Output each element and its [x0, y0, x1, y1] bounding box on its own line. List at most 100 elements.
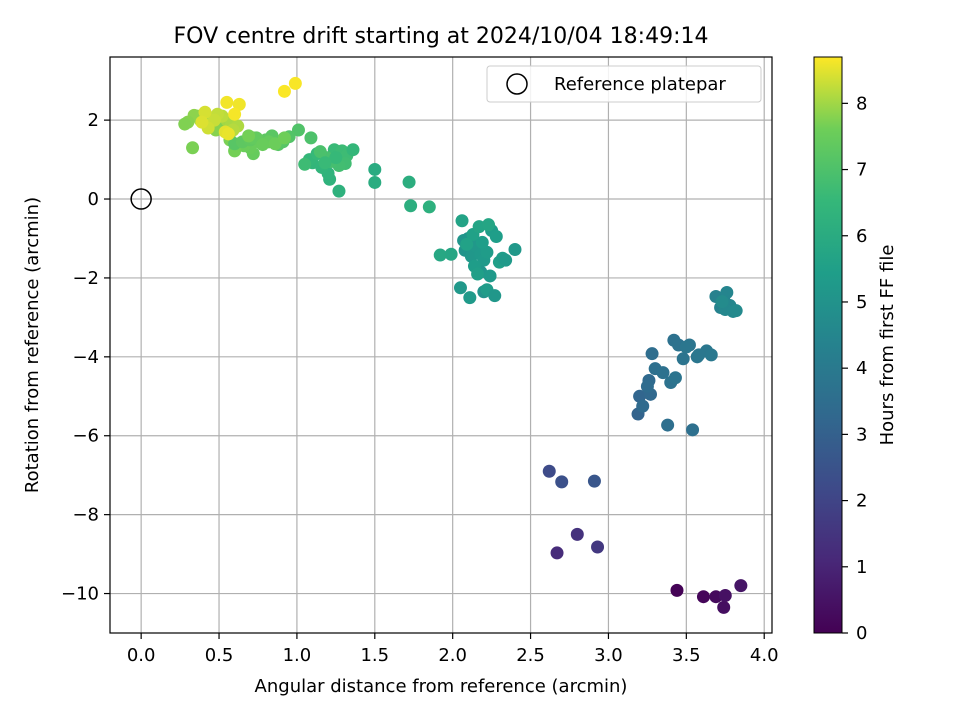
data-point	[715, 295, 729, 309]
colorbar-tick-label: 0	[856, 623, 867, 644]
grid-lines	[110, 57, 772, 633]
data-point	[422, 200, 436, 214]
y-tick-label: −2	[72, 268, 99, 289]
colorbar-tick-label: 5	[856, 292, 867, 313]
x-axis-label: Angular distance from reference (arcmin)	[255, 676, 628, 697]
data-point	[676, 352, 690, 366]
colorbar-tick-label: 4	[856, 358, 867, 379]
data-point	[670, 583, 684, 597]
data-point	[346, 143, 360, 157]
data-point	[471, 267, 485, 281]
data-point	[332, 184, 346, 198]
colorbar-tick-label: 7	[856, 160, 867, 181]
data-point	[661, 418, 675, 432]
data-point	[404, 199, 418, 213]
data-point	[570, 527, 584, 541]
data-point	[692, 348, 706, 362]
colorbar-ticks: 0 1 2 3 4 5 6 7 8	[842, 93, 867, 644]
scatter-points	[178, 76, 748, 614]
data-point	[313, 145, 327, 159]
data-point	[186, 141, 200, 155]
data-point	[291, 123, 305, 137]
data-point	[221, 127, 235, 141]
data-point	[288, 76, 302, 90]
colorbar: 0 1 2 3 4 5 6 7 8 Hours from first FF file	[813, 56, 898, 644]
data-point	[329, 151, 343, 165]
data-point	[460, 237, 474, 251]
data-point	[679, 340, 693, 354]
data-point	[542, 464, 556, 478]
data-point	[277, 131, 291, 145]
colorbar-gradient	[813, 56, 843, 634]
x-tick-label: 1.0	[283, 645, 312, 666]
data-point	[696, 590, 710, 604]
data-point	[433, 248, 447, 262]
x-axis: 0.0 0.5 1.0 1.5 2.0 2.5 3.0 3.5 4.0	[127, 633, 779, 666]
data-point	[640, 379, 654, 393]
x-tick-label: 3.0	[594, 645, 623, 666]
data-point	[268, 137, 282, 151]
data-point	[499, 253, 513, 267]
data-point	[242, 129, 256, 143]
x-tick-label: 1.5	[360, 645, 389, 666]
colorbar-tick-label: 3	[856, 424, 867, 445]
data-point	[480, 245, 494, 259]
data-point	[717, 600, 731, 614]
data-point	[178, 117, 192, 131]
colorbar-tick-label: 6	[856, 226, 867, 247]
y-tick-label: 0	[88, 189, 99, 210]
data-point	[633, 389, 647, 403]
data-point	[318, 156, 332, 170]
reference-point	[130, 188, 152, 210]
data-point	[220, 95, 234, 109]
colorbar-tick-label: 8	[856, 93, 867, 114]
x-tick-label: 0.5	[205, 645, 234, 666]
data-point	[463, 291, 477, 305]
y-tick-label: −10	[61, 584, 99, 605]
colorbar-tick-label: 1	[856, 557, 867, 578]
y-tick-label: −4	[72, 347, 99, 368]
data-point	[232, 97, 246, 111]
data-point	[455, 214, 469, 228]
data-point	[368, 175, 382, 189]
data-point	[645, 347, 659, 361]
data-point	[718, 589, 732, 603]
data-point	[489, 230, 503, 244]
data-point	[228, 107, 242, 121]
data-point	[668, 371, 682, 385]
data-point	[591, 540, 605, 554]
data-point	[704, 348, 718, 362]
x-tick-label: 3.5	[672, 645, 701, 666]
data-point	[298, 157, 312, 171]
chart-title: FOV centre drift starting at 2024/10/04 …	[174, 24, 709, 49]
data-point	[304, 131, 318, 145]
plot-frame	[109, 56, 773, 634]
data-point	[734, 579, 748, 593]
data-point	[636, 399, 650, 413]
data-point	[550, 546, 564, 560]
x-tick-label: 2.0	[438, 645, 467, 666]
colorbar-tick-label: 2	[856, 491, 867, 512]
x-tick-label: 4.0	[750, 645, 779, 666]
legend-box	[486, 65, 762, 103]
reference-marker	[130, 188, 152, 210]
data-point	[488, 289, 502, 303]
colorbar-label: Hours from first FF file	[877, 245, 898, 446]
data-point	[483, 269, 497, 283]
y-axis-label: Rotation from reference (arcmin)	[22, 197, 43, 493]
data-point	[195, 115, 209, 129]
data-point	[508, 243, 522, 257]
y-tick-label: 2	[88, 110, 99, 131]
data-point	[482, 218, 496, 232]
y-axis: 2 0 −2 −4 −6 −8 −10	[61, 110, 110, 605]
data-point	[277, 84, 291, 98]
data-point	[686, 423, 700, 437]
data-point	[402, 175, 416, 189]
data-point	[729, 304, 743, 318]
data-point	[475, 235, 489, 249]
y-tick-label: −6	[72, 426, 99, 447]
y-tick-label: −8	[72, 505, 99, 526]
data-point	[656, 366, 670, 380]
x-tick-label: 0.0	[127, 645, 156, 666]
